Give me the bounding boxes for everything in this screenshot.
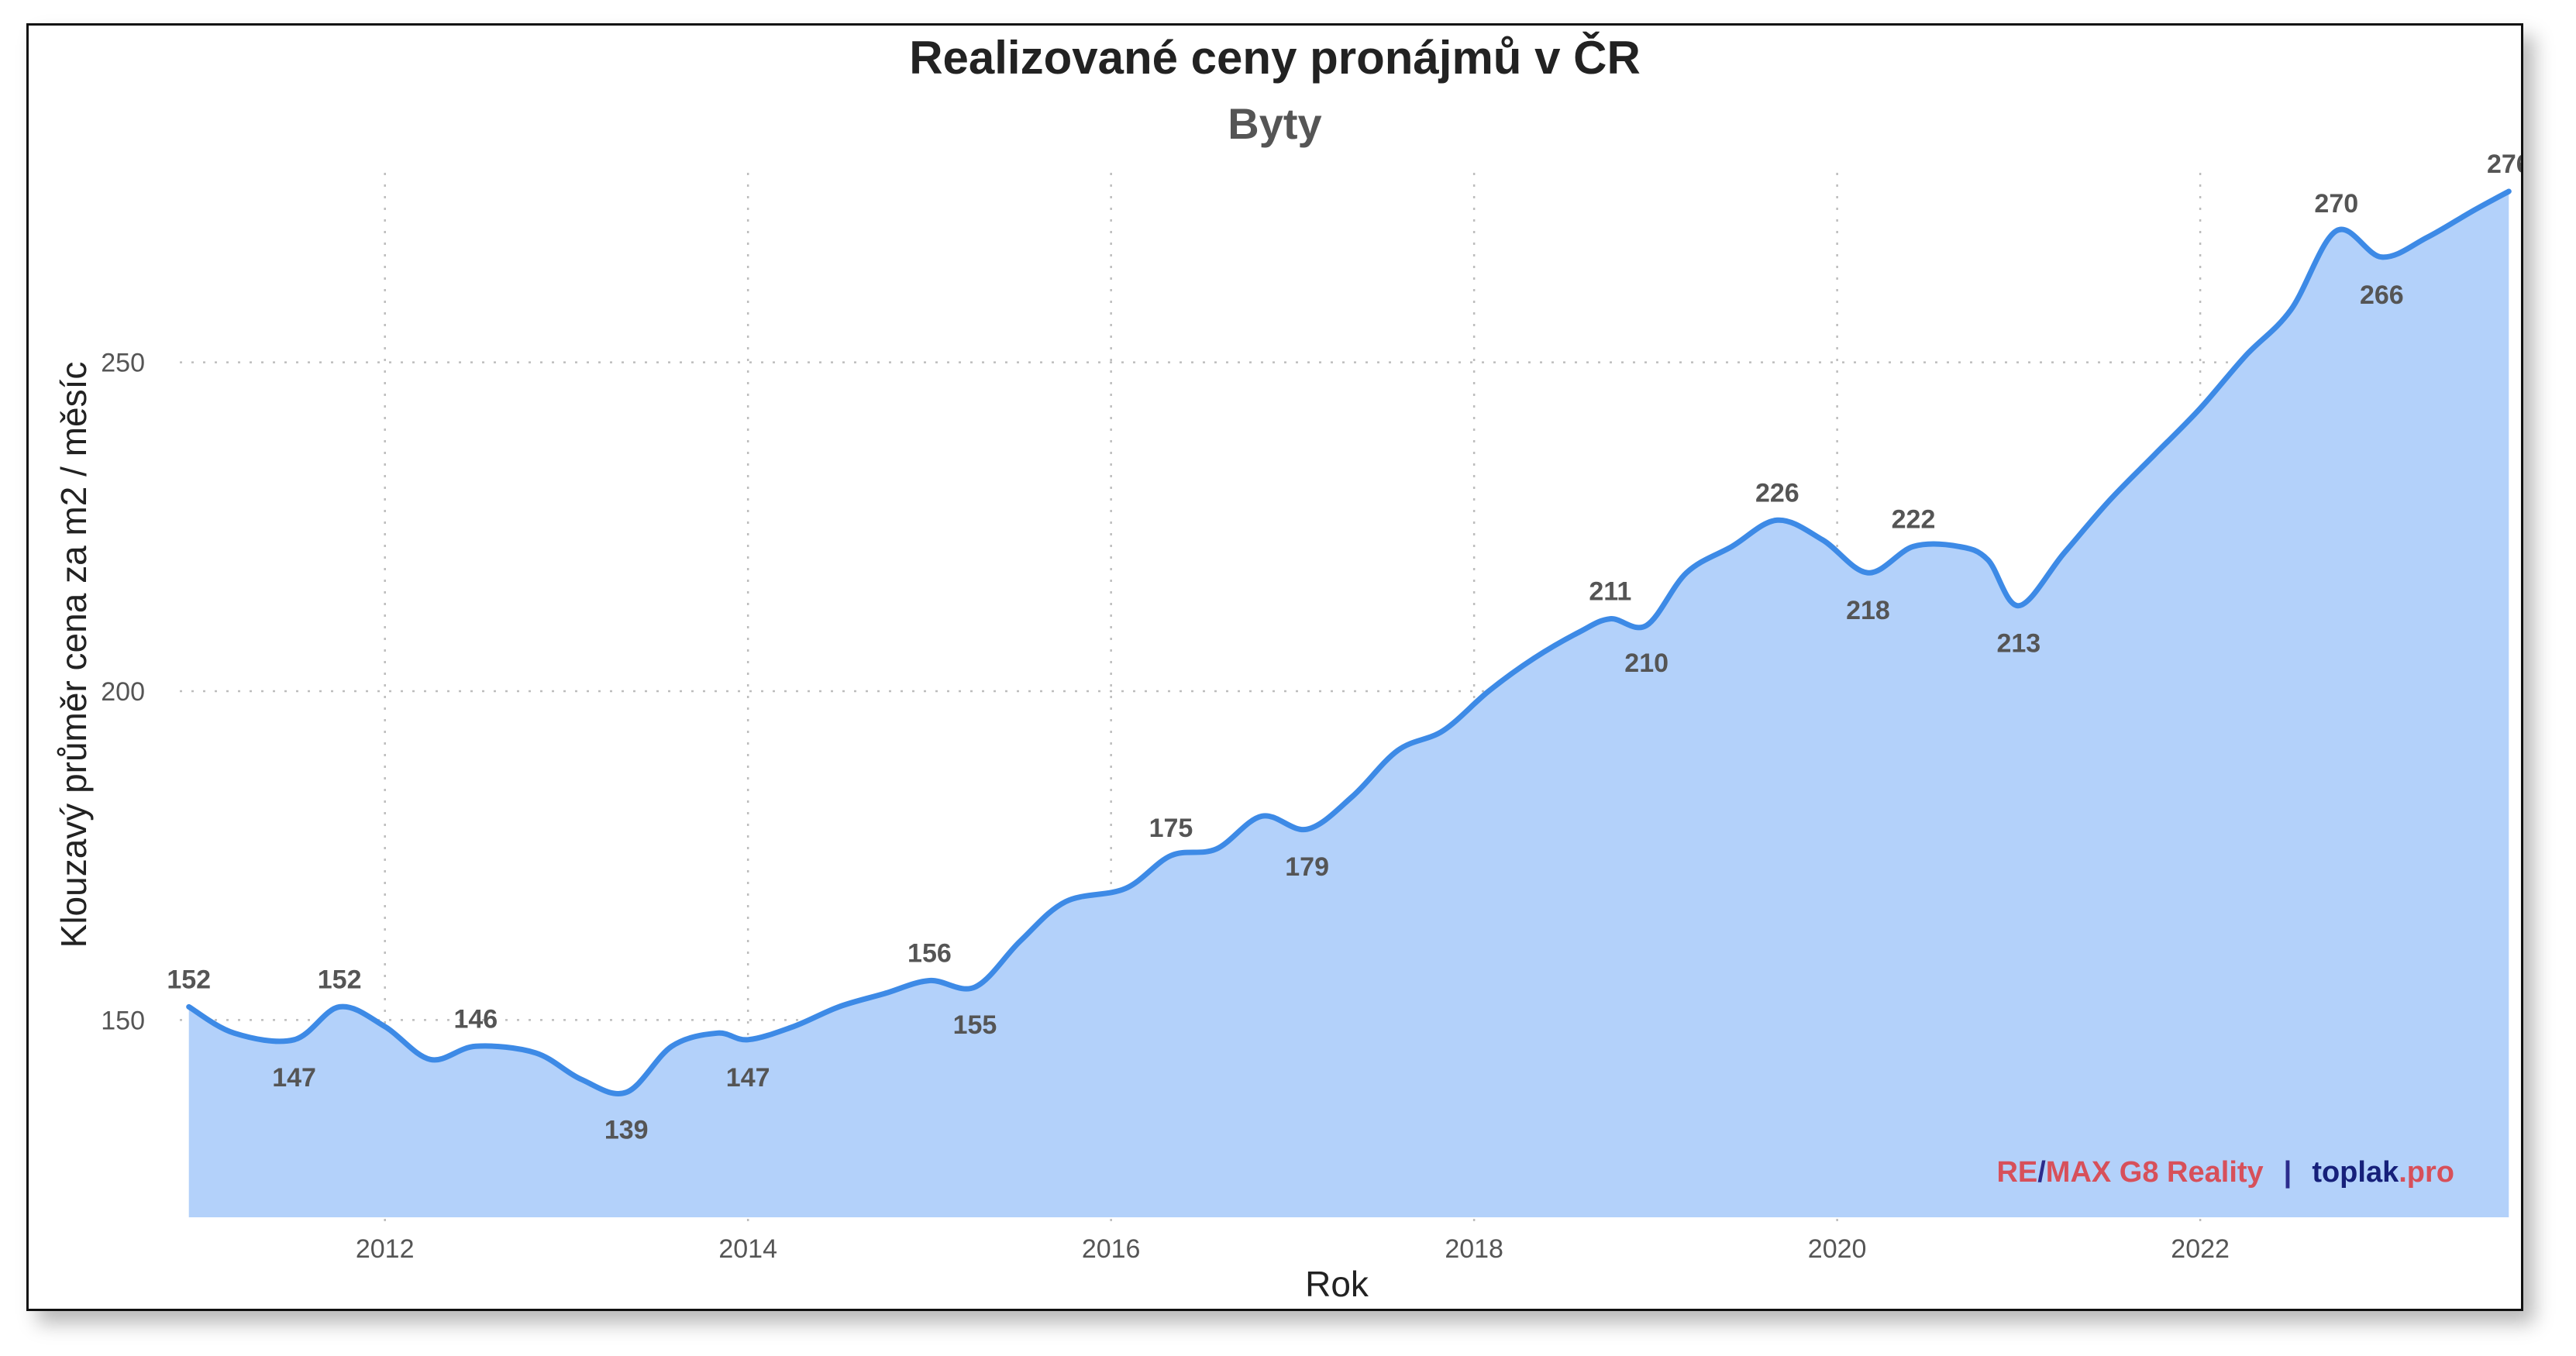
- y-tick-label: 150: [101, 1006, 145, 1035]
- data-label: 222: [1892, 504, 1936, 534]
- x-tick-label: 2012: [356, 1234, 415, 1264]
- x-tick-label: 2014: [718, 1234, 777, 1264]
- series-line: [186, 188, 2512, 1096]
- brand-site-part2: .pro: [2399, 1156, 2454, 1189]
- data-label: 266: [2360, 280, 2404, 310]
- brand-remax-part1: RE: [1996, 1156, 2037, 1189]
- x-tick-label: 2018: [1445, 1234, 1503, 1264]
- data-label: 155: [953, 1010, 997, 1040]
- data-label: 139: [604, 1116, 649, 1145]
- brand-remax-slash: /: [2037, 1156, 2046, 1189]
- data-label: 179: [1285, 852, 1329, 882]
- brand-remax-part2: MAX G8 Reality: [2046, 1156, 2264, 1189]
- data-label: 152: [318, 965, 362, 994]
- chart-frame: 152 147 152 146 139 147 156 155 175 179 211 210 226 2…: [26, 23, 2523, 1311]
- data-label: 147: [726, 1063, 770, 1093]
- branding: RE/MAX G8 Reality | toplak.pro: [1996, 1156, 2454, 1189]
- y-axis-title: Klouzavý průměr cena za m2 / měsíc: [53, 362, 94, 948]
- chart-title: Realizované ceny pronájmů v ČR: [909, 32, 1641, 84]
- data-label: 213: [1996, 629, 2040, 659]
- data-label: 211: [1589, 577, 1631, 607]
- x-axis-title: Rok: [1305, 1264, 1369, 1304]
- data-labels: 152 147 152 146 139 147 156 155 175 179 211 210 226 2…: [167, 150, 2521, 1145]
- axis-ticks: 2012 2014 2016 2018 2020 2022 150 200 250: [101, 349, 2230, 1264]
- x-tick-label: 2022: [2171, 1234, 2230, 1264]
- data-label: 152: [167, 965, 211, 994]
- area-fill: [188, 191, 2509, 1217]
- data-label: 226: [1755, 478, 1799, 508]
- y-tick-label: 200: [101, 677, 145, 707]
- data-label: 270: [2314, 189, 2358, 219]
- chart-subtitle: Byty: [1228, 99, 1321, 148]
- rent-price-chart: 1521471521461391471561551751792112102262…: [53, 32, 2521, 1304]
- data-label: 156: [907, 938, 952, 968]
- x-tick-label: 2020: [1808, 1234, 1867, 1264]
- y-tick-label: 250: [101, 349, 145, 378]
- data-label: 175: [1149, 814, 1193, 843]
- data-label: 218: [1846, 596, 1890, 625]
- brand-site-part1: toplak: [2312, 1156, 2399, 1189]
- x-tick-label: 2016: [1082, 1234, 1141, 1264]
- brand-separator: |: [2284, 1156, 2292, 1189]
- data-label: 210: [1624, 649, 1669, 678]
- data-label: 146: [453, 1004, 498, 1034]
- data-label: 276: [2487, 150, 2521, 179]
- data-label: 147: [272, 1063, 316, 1093]
- area-series: [186, 188, 2512, 1217]
